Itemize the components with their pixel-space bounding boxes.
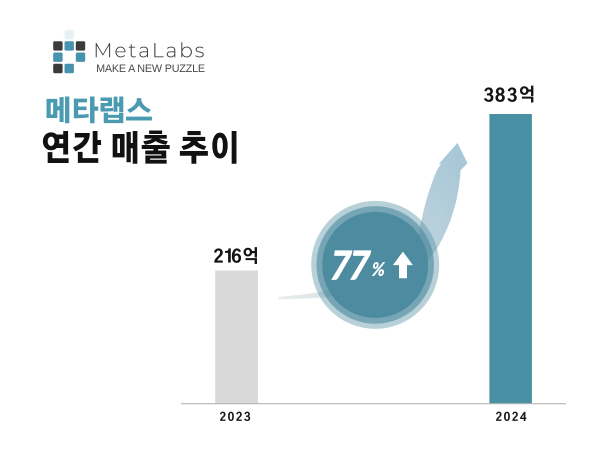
svg-text:MAKE A NEW PUZZLE: MAKE A NEW PUZZLE [96,63,205,75]
